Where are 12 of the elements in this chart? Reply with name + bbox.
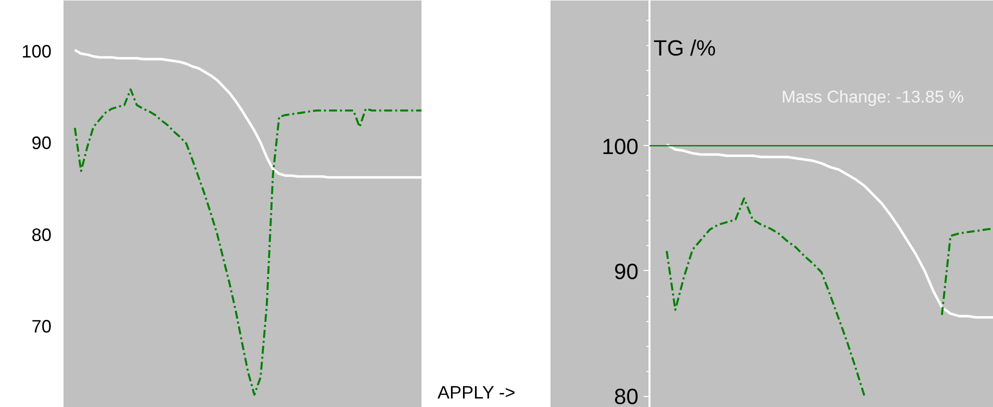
line-series — [74, 88, 422, 396]
y-tick-label: 90 — [31, 133, 52, 154]
y-axis-title: TG /% — [654, 36, 716, 60]
y-tick-label: 80 — [31, 224, 52, 245]
y-tick-label: 70 — [31, 316, 52, 336]
line-series — [665, 143, 993, 319]
y-tick-label: 100 — [21, 41, 52, 62]
y-tick-label: 80 — [614, 384, 639, 407]
line-series — [74, 48, 422, 179]
y-tick-label: 90 — [614, 259, 639, 284]
text: APPLY -> — [438, 382, 516, 402]
y-tick-label: 100 — [602, 134, 639, 159]
